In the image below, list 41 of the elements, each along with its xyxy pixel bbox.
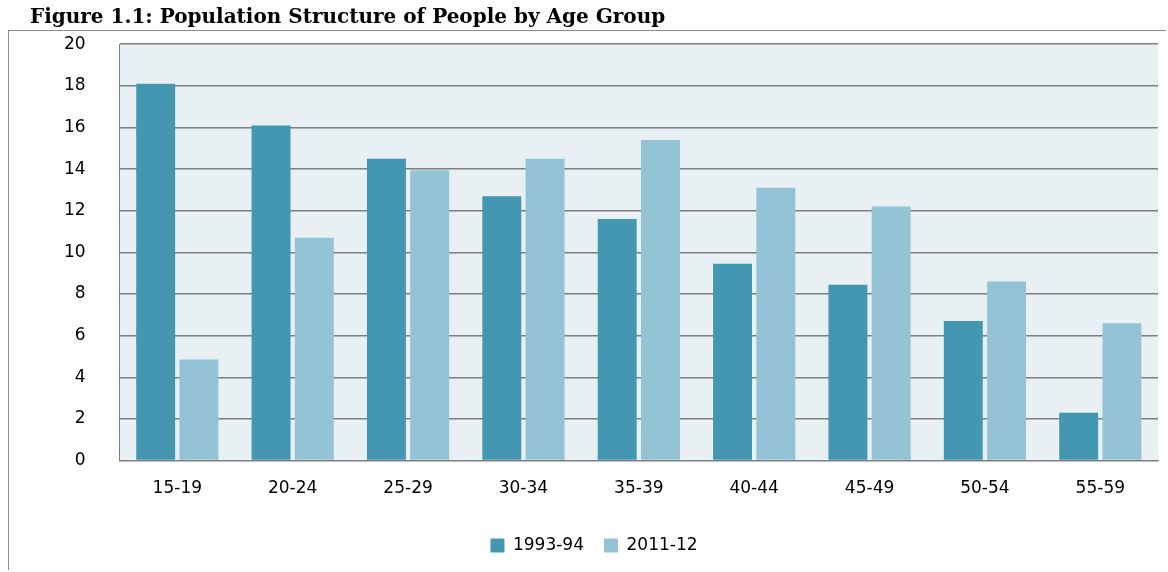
y-tick-label: 12 xyxy=(63,199,86,220)
bar xyxy=(1102,323,1142,460)
y-tick-label: 0 xyxy=(74,449,86,470)
bar xyxy=(943,321,983,460)
y-tick-label: 16 xyxy=(63,115,86,136)
y-tick-label: 10 xyxy=(63,240,86,261)
bar xyxy=(756,187,796,460)
bar xyxy=(597,219,637,460)
x-tick-label: 30-34 xyxy=(498,477,549,498)
bar xyxy=(987,281,1027,460)
bar xyxy=(713,263,753,460)
y-tick-label: 20 xyxy=(63,32,86,53)
legend-label: 1993-94 xyxy=(512,533,584,554)
x-tick-label: 55-59 xyxy=(1075,477,1126,498)
bar xyxy=(136,83,176,460)
bar xyxy=(410,170,450,460)
x-tick-label: 15-19 xyxy=(152,477,203,498)
x-tick-label: 45-49 xyxy=(844,477,895,498)
bar xyxy=(482,196,522,460)
bar xyxy=(525,158,565,460)
x-tick-label: 40-44 xyxy=(729,477,779,498)
y-tick-label: 2 xyxy=(74,407,86,428)
y-tick-label: 14 xyxy=(63,157,86,178)
y-tick-label: 8 xyxy=(74,282,86,303)
y-tick-label: 4 xyxy=(74,365,86,386)
bar xyxy=(828,284,868,460)
y-tick-label: 6 xyxy=(74,324,86,345)
bar xyxy=(294,237,334,460)
bar xyxy=(871,206,911,460)
y-tick-label: 18 xyxy=(63,74,86,95)
x-tick-label: 35-39 xyxy=(614,477,664,498)
x-tick-label: 50-54 xyxy=(960,477,1010,498)
x-tick-label: 20-24 xyxy=(267,477,318,498)
chart-title: Figure 1.1: Population Structure of People by Age Group xyxy=(30,4,666,29)
x-tick-label: 25-29 xyxy=(383,477,433,498)
bar xyxy=(366,158,406,460)
bar xyxy=(251,125,291,460)
legend-label: 2011-12 xyxy=(626,533,698,554)
bar xyxy=(640,139,680,460)
bar xyxy=(179,359,219,460)
bar xyxy=(1059,412,1099,460)
